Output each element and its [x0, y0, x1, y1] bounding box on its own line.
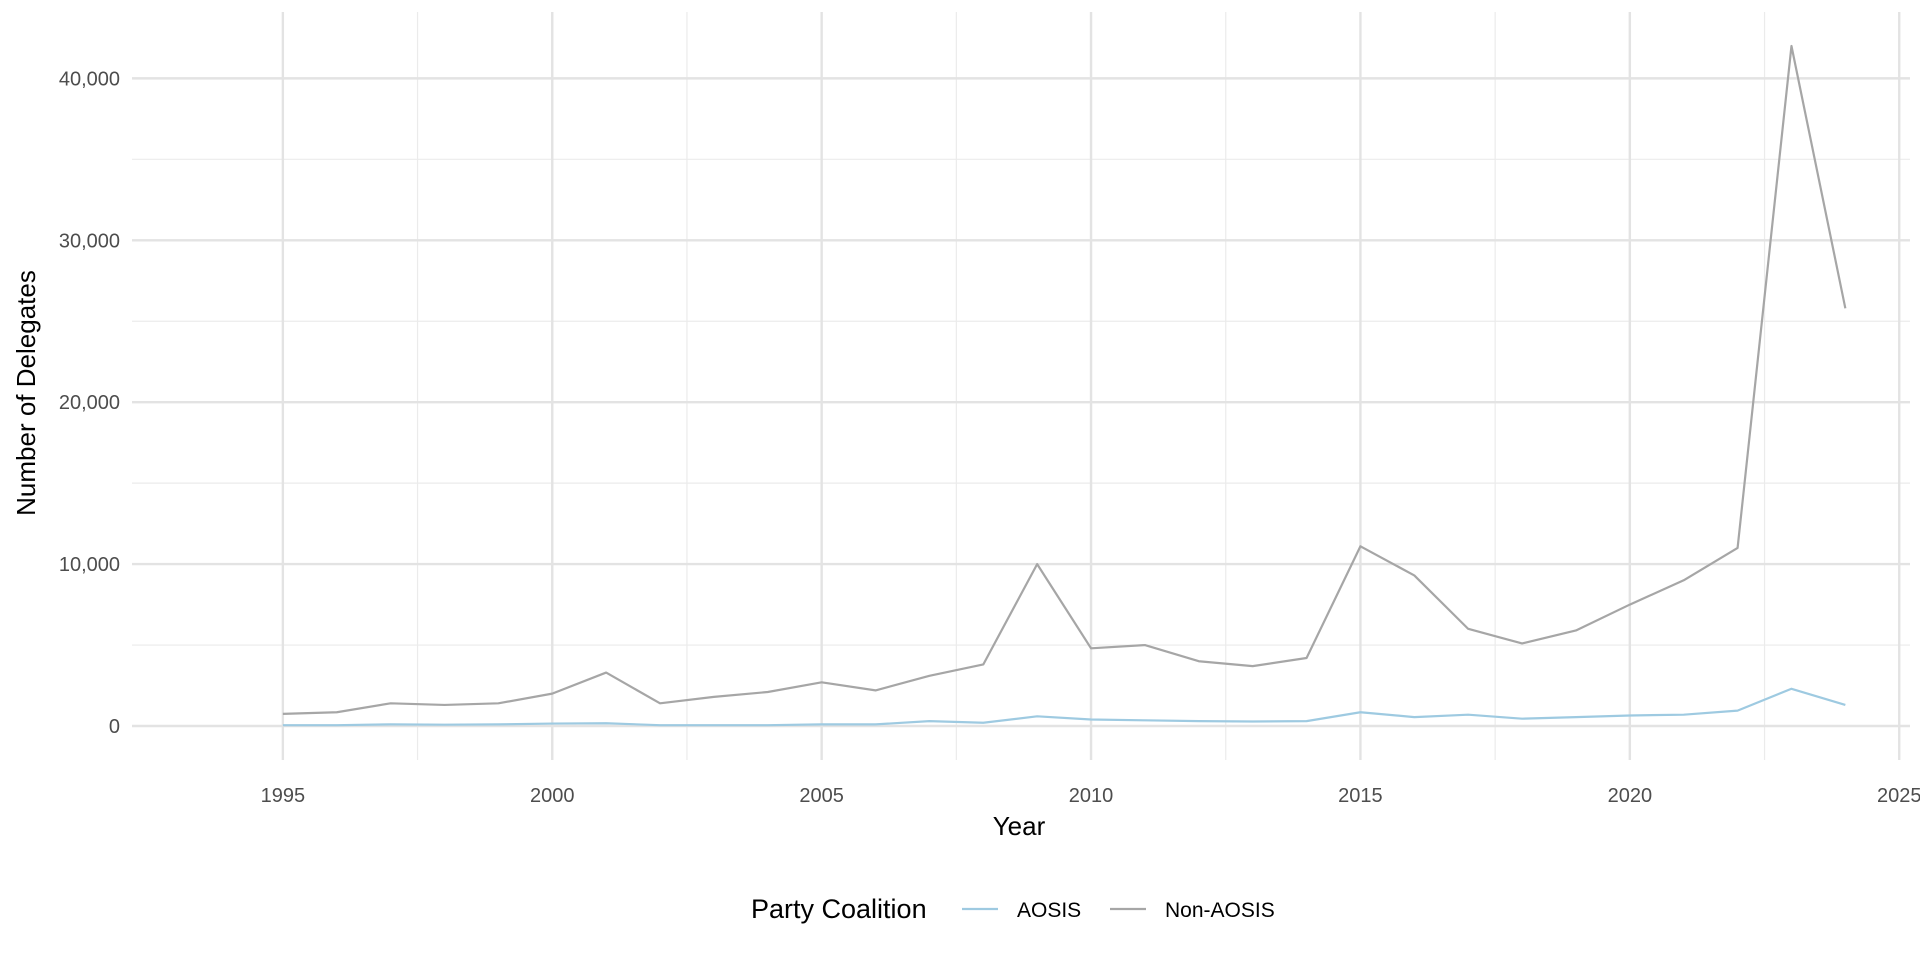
- x-tick-label: 2020: [1608, 785, 1653, 807]
- y-tick-label: 20,000: [59, 392, 120, 414]
- series-line-aosis: [282, 687, 1846, 727]
- minor-gridlines: [132, 12, 1910, 760]
- x-axis-tick-labels: 1995 2000 2005 2010 2015 2020 2025: [261, 785, 1920, 807]
- y-tick-label: 10,000: [59, 554, 120, 576]
- x-tick-label: 2015: [1338, 785, 1383, 807]
- legend: Party Coalition AOSIS Non-AOSIS: [751, 894, 1275, 924]
- x-axis-title: Year: [993, 811, 1046, 841]
- legend-label-non-aosis: Non-AOSIS: [1165, 899, 1275, 922]
- y-axis-tick-labels: 0 10,000 20,000 30,000 40,000: [59, 68, 120, 738]
- x-tick-label: 2005: [799, 785, 844, 807]
- x-tick-label: 2010: [1069, 785, 1114, 807]
- x-tick-label: 2025: [1877, 785, 1920, 807]
- legend-title: Party Coalition: [751, 894, 927, 924]
- major-gridlines: [132, 12, 1910, 760]
- y-tick-label: 30,000: [59, 230, 120, 252]
- legend-label-aosis: AOSIS: [1017, 899, 1081, 922]
- x-tick-label: 2000: [530, 785, 575, 807]
- y-tick-label: 0: [109, 716, 120, 738]
- y-tick-label: 40,000: [59, 68, 120, 90]
- y-axis-title: Number of Delegates: [11, 270, 41, 516]
- series-line-non-aosis: [282, 44, 1847, 715]
- x-tick-label: 1995: [261, 785, 306, 807]
- series-lines: [282, 44, 1847, 727]
